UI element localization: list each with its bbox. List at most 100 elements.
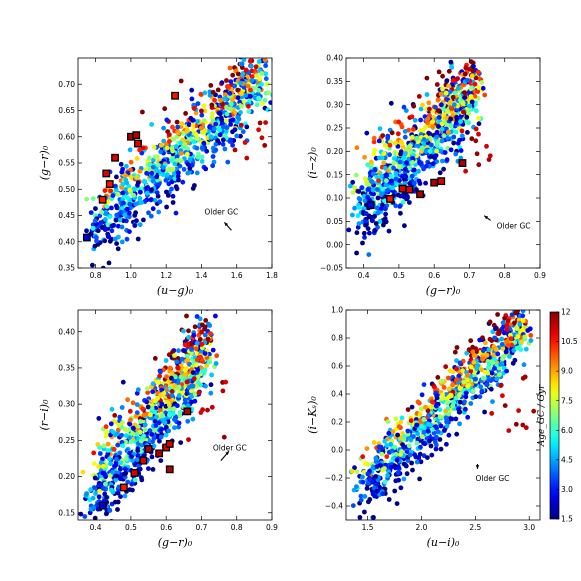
data-point: [470, 349, 476, 355]
data-point: [235, 120, 240, 125]
outlier-point: [242, 140, 248, 145]
data-point: [480, 85, 486, 91]
data-point: [262, 42, 267, 47]
data-point: [191, 127, 196, 133]
data-point: [440, 73, 445, 79]
points-group: [78, 310, 229, 520]
data-point: [350, 503, 356, 508]
data-point: [456, 31, 461, 36]
data-point: [164, 117, 170, 123]
data-point: [418, 459, 424, 465]
data-point: [444, 115, 450, 121]
data-point: [256, 95, 261, 101]
data-point: [107, 214, 113, 220]
data-point: [106, 260, 112, 266]
data-point: [118, 460, 124, 466]
data-point: [446, 83, 451, 89]
x-tick-label: 0.6: [160, 523, 172, 532]
data-point: [239, 104, 244, 109]
data-point: [217, 132, 223, 138]
data-point: [392, 488, 398, 494]
data-point: [488, 378, 494, 383]
data-point: [160, 413, 166, 418]
data-point: [480, 375, 486, 381]
data-point: [415, 399, 421, 405]
data-point: [398, 419, 404, 425]
data-point: [100, 456, 105, 462]
data-point: [439, 121, 445, 127]
data-point: [196, 332, 202, 338]
data-point: [115, 507, 120, 512]
data-point: [170, 148, 176, 154]
data-point: [104, 204, 110, 210]
data-point: [347, 183, 353, 189]
data-point: [349, 468, 355, 474]
data-point: [96, 494, 102, 500]
data-point: [399, 415, 405, 421]
data-point: [88, 210, 94, 216]
data-point: [423, 124, 428, 130]
data-point: [418, 161, 424, 167]
data-point: [119, 432, 124, 438]
data-point: [199, 159, 205, 164]
data-point: [371, 135, 377, 141]
data-point: [403, 108, 409, 113]
data-point: [93, 491, 98, 496]
data-point: [182, 141, 188, 147]
data-point: [372, 213, 377, 219]
highlighted-point: [165, 465, 174, 474]
data-point: [90, 196, 96, 202]
x-tick-label: 0.8: [90, 271, 102, 280]
outlier-point: [221, 434, 227, 440]
outlier-point: [506, 428, 512, 433]
data-point: [360, 240, 365, 246]
data-point: [398, 210, 403, 216]
data-point: [220, 137, 226, 143]
data-point: [192, 391, 198, 397]
data-point: [266, 90, 271, 95]
y-tick-label: 0.40: [58, 237, 75, 246]
data-point: [103, 211, 109, 217]
outlier-point: [198, 410, 204, 415]
data-point: [425, 455, 430, 460]
data-point: [130, 487, 135, 493]
data-point: [161, 391, 167, 396]
colorbar-tick-label: 4.5: [561, 455, 573, 464]
older-gc-annotation: Older GC: [213, 444, 247, 453]
data-point: [260, 101, 265, 106]
data-point: [434, 143, 440, 148]
data-point: [357, 197, 363, 202]
data-point: [466, 347, 472, 352]
data-point: [111, 222, 116, 228]
data-point: [94, 235, 99, 240]
data-point: [482, 92, 488, 98]
data-point: [350, 212, 355, 218]
data-point: [393, 176, 399, 182]
data-point: [210, 111, 215, 117]
data-point: [172, 383, 178, 389]
data-point: [171, 171, 177, 177]
data-point: [164, 204, 170, 210]
data-point: [109, 406, 115, 412]
highlighted-point: [171, 91, 179, 100]
data-point: [431, 430, 437, 436]
data-point: [263, 63, 268, 69]
data-point: [137, 222, 143, 228]
data-point: [473, 376, 478, 382]
outlier-point: [232, 147, 238, 153]
data-point: [454, 345, 460, 350]
data-point: [465, 378, 471, 383]
outlier-point: [473, 126, 479, 132]
outlier-point: [196, 390, 202, 395]
data-point: [516, 301, 521, 306]
data-point: [106, 234, 111, 239]
highlighted-point: [398, 184, 407, 193]
data-point: [174, 154, 180, 160]
data-point: [402, 129, 408, 134]
data-point: [363, 211, 369, 217]
data-point: [360, 454, 366, 460]
data-point: [388, 173, 394, 179]
data-point: [252, 52, 257, 57]
data-point: [178, 374, 184, 380]
data-point: [247, 53, 252, 58]
